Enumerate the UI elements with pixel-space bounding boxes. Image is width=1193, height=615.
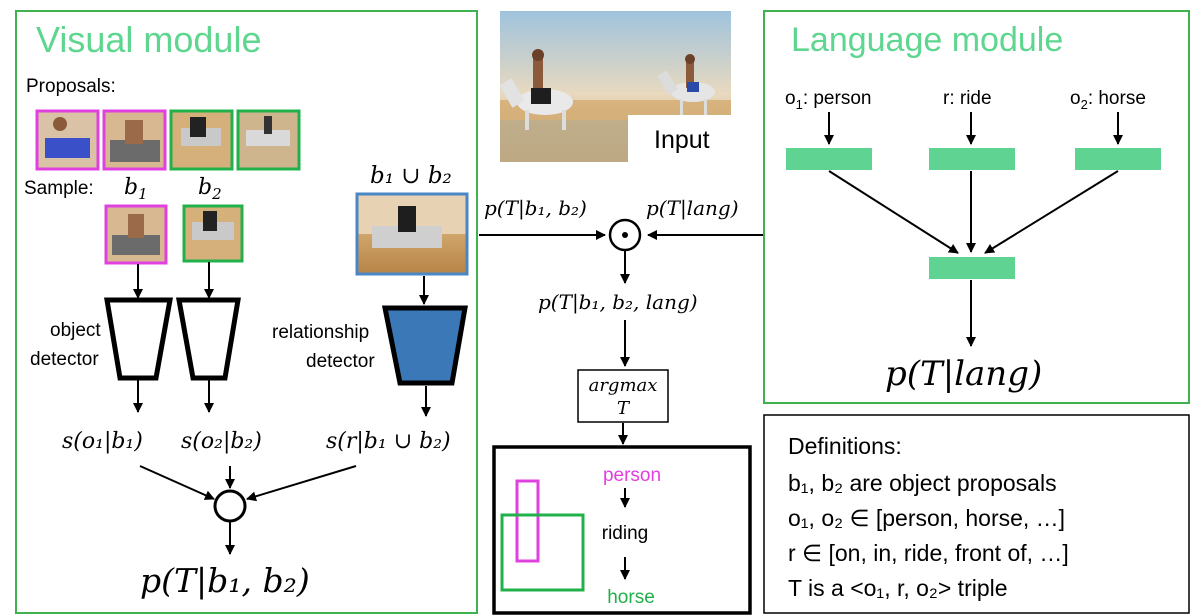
embedding-bar-r <box>929 148 1015 170</box>
score-o2: s(o₂|b₂) <box>181 429 262 454</box>
language-output: p(T|lang) <box>885 354 1042 394</box>
p-visual-label: p(T|b₁, b₂) <box>484 196 587 221</box>
visual-module-title: Visual module <box>36 19 261 60</box>
b2-label: b2 <box>198 175 222 203</box>
arrow-o2-embed-to-merge <box>984 170 1119 254</box>
sample-b1-thumbnail <box>104 204 168 265</box>
argmax-box <box>577 369 669 423</box>
result-person-label: person <box>603 465 661 486</box>
result-person-box <box>515 479 540 563</box>
input-label: Input <box>654 126 710 154</box>
definitions-line-1: b₁, b₂ are object proposals <box>788 470 1057 496</box>
p-lang-label: p(T|lang) <box>646 196 739 221</box>
proposal-thumbnail-horse-2 <box>236 109 301 171</box>
language-module-title: Language module <box>791 21 1063 59</box>
lang-o1-label: o1: person <box>785 88 871 112</box>
object-detector-1-shape <box>104 297 173 381</box>
argmax-subscript: T <box>617 398 631 419</box>
argmax-label: argmax <box>589 375 658 396</box>
object-detector-label-1: object <box>50 320 101 341</box>
object-detector-label-2: detector <box>30 349 99 370</box>
result-riding-label: riding <box>602 523 648 544</box>
definitions-box <box>763 414 1190 614</box>
language-module-frame <box>763 10 1190 404</box>
relationship-detector-label-1: relationship <box>272 322 369 343</box>
visual-module-frame <box>15 10 478 614</box>
proposal-thumbnail-person-1 <box>35 109 100 171</box>
score-o1: s(o₁|b₁) <box>62 429 143 454</box>
visual-product-node <box>213 489 247 523</box>
embedding-bar-o2 <box>1075 148 1161 170</box>
proposal-thumbnail-horse-1 <box>169 109 234 171</box>
arrow-r-to-node <box>246 465 357 502</box>
sample-label: Sample: <box>24 178 94 199</box>
visual-output: p(T|b₁, b₂) <box>140 561 310 600</box>
input-label-box <box>628 115 731 162</box>
score-r: s(r|b₁ ∪ b₂) <box>326 429 451 454</box>
result-horse-box <box>500 513 585 592</box>
combine-node-dot <box>622 232 628 238</box>
result-horse-label: horse <box>607 587 655 608</box>
object-detector-2-shape <box>176 297 241 381</box>
arrow-o1-embed-to-merge <box>828 170 959 254</box>
proposal-thumbnail-person-2 <box>102 109 167 171</box>
relationship-detector-shape <box>381 305 468 386</box>
arrow-o1-to-node <box>139 465 215 500</box>
definitions-title: Definitions: <box>788 433 902 459</box>
p-combined-label: p(T|b₁, b₂, lang) <box>538 290 698 315</box>
embedding-bar-o1 <box>786 148 872 170</box>
relationship-detector-label-2: detector <box>306 351 375 372</box>
lang-o2-label: o2: horse <box>1070 88 1146 112</box>
sample-b2-thumbnail <box>182 204 244 263</box>
definitions-line-2: o₁, o₂ ∈ [person, horse, …] <box>788 505 1065 531</box>
union-label: b₁ ∪ b₂ <box>370 163 452 189</box>
b1-label: b1 <box>124 175 148 203</box>
merged-embedding-bar <box>929 257 1015 279</box>
lang-r-label: r: ride <box>943 88 992 109</box>
proposals-label: Proposals: <box>26 76 116 97</box>
definitions-line-3: r ∈ [on, in, ride, front of, …] <box>788 540 1069 566</box>
union-thumbnail <box>355 192 469 276</box>
definitions-line-4: T is a <o₁, r, o₂> triple <box>788 575 1008 601</box>
